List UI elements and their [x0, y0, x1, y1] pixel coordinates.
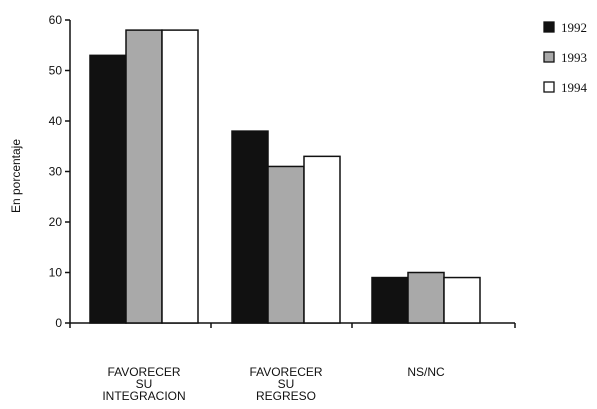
y-tick-label: 30: [49, 165, 63, 179]
y-axis-label: En porcentaje: [9, 139, 23, 213]
bar-1993-2: [407, 271, 445, 324]
y-tick-label: 10: [49, 266, 63, 280]
legend-label-1992: 1992: [561, 20, 587, 35]
bar-1994-1: [303, 155, 341, 324]
y-tick-label: 20: [49, 215, 63, 229]
legend: 1992 1993 1994: [543, 20, 588, 95]
category-label: FAVORECER: [249, 365, 322, 379]
bar-1993-0: [125, 29, 163, 324]
category-label: SU: [278, 377, 295, 391]
category-label: INTEGRACION: [102, 389, 185, 403]
bar-1992-2: [371, 276, 409, 324]
category-label: FAVORECER: [107, 365, 180, 379]
y-tick-label: 0: [55, 316, 62, 330]
category-label: REGRESO: [256, 389, 316, 403]
bar-1993-1: [267, 165, 305, 324]
legend-swatch-1994: [543, 81, 555, 93]
bar-1994-2: [443, 276, 481, 324]
y-tick-label: 40: [49, 114, 63, 128]
legend-label-1993: 1993: [561, 50, 587, 65]
bar-1994-0: [161, 29, 199, 324]
bar-1992-1: [231, 130, 269, 324]
y-ticks: 0 10 20 30 40 50 60: [49, 13, 70, 330]
category-label: NS/NC: [407, 365, 445, 379]
category-labels: FAVORECERSUINTEGRACIONFAVORECERSUREGRESO…: [69, 323, 516, 403]
category-label: SU: [136, 377, 153, 391]
legend-swatch-1993: [543, 51, 555, 63]
legend-swatch-1992: [543, 21, 555, 33]
y-tick-label: 50: [49, 64, 63, 78]
legend-label-1994: 1994: [561, 80, 588, 95]
bar-1992-0: [89, 54, 127, 324]
y-tick-label: 60: [49, 13, 63, 27]
bars: [89, 29, 481, 324]
